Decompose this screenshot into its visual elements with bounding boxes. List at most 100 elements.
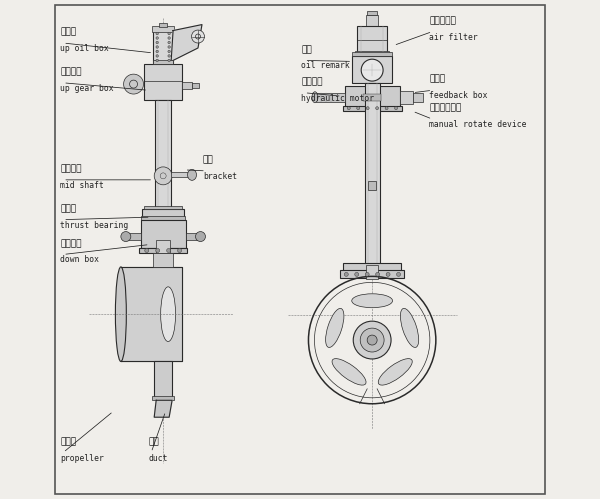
Text: 导管: 导管: [148, 437, 159, 446]
Circle shape: [167, 249, 170, 252]
Circle shape: [344, 272, 348, 276]
Text: propeller: propeller: [60, 454, 104, 463]
Circle shape: [124, 74, 143, 94]
Bar: [142, 209, 184, 217]
Text: manual rotate device: manual rotate device: [430, 120, 527, 129]
Bar: [413, 93, 424, 102]
Circle shape: [145, 249, 149, 252]
Circle shape: [121, 232, 131, 242]
Text: air filter: air filter: [430, 32, 478, 41]
Circle shape: [156, 32, 158, 35]
Bar: [145, 64, 182, 100]
Text: up gear box: up gear box: [60, 84, 114, 93]
Ellipse shape: [188, 169, 196, 180]
Bar: [141, 216, 185, 220]
Text: bracket: bracket: [203, 172, 237, 181]
Bar: [345, 86, 400, 107]
Text: down box: down box: [60, 255, 99, 264]
Bar: [139, 248, 187, 253]
Circle shape: [156, 46, 158, 48]
Bar: [152, 396, 174, 400]
Circle shape: [154, 167, 172, 185]
Bar: [185, 233, 199, 240]
Circle shape: [168, 55, 170, 57]
Circle shape: [156, 59, 158, 62]
Circle shape: [347, 107, 350, 110]
Ellipse shape: [352, 294, 392, 308]
Text: 上齿轮筱: 上齿轮筱: [60, 67, 82, 76]
Bar: [153, 60, 173, 64]
Polygon shape: [121, 267, 182, 361]
Text: 反馈筱: 反馈筱: [430, 75, 446, 84]
Circle shape: [357, 107, 360, 110]
Bar: [152, 25, 174, 31]
Circle shape: [156, 50, 158, 53]
Text: 液压马达: 液压马达: [301, 77, 323, 86]
Text: oil remark: oil remark: [301, 61, 350, 70]
Circle shape: [168, 59, 170, 62]
Bar: [316, 93, 345, 102]
Bar: [144, 206, 182, 209]
Bar: [192, 83, 199, 88]
Bar: [141, 220, 185, 248]
Circle shape: [376, 272, 380, 276]
Text: duct: duct: [148, 454, 168, 463]
Bar: [127, 233, 141, 240]
Bar: [171, 172, 191, 177]
Text: 推力夹: 推力夹: [60, 204, 76, 213]
Bar: [352, 56, 392, 83]
Circle shape: [168, 32, 170, 35]
Bar: [343, 263, 401, 272]
Circle shape: [155, 249, 160, 252]
Bar: [155, 100, 171, 250]
Text: 油标: 油标: [301, 45, 312, 54]
Bar: [355, 51, 389, 56]
Bar: [365, 83, 380, 264]
Circle shape: [168, 50, 170, 53]
Circle shape: [156, 55, 158, 57]
Circle shape: [191, 30, 205, 43]
Circle shape: [196, 232, 205, 242]
Polygon shape: [154, 400, 172, 417]
Bar: [352, 52, 392, 56]
Ellipse shape: [400, 308, 419, 347]
Circle shape: [376, 107, 379, 110]
Circle shape: [365, 272, 369, 276]
Bar: [182, 82, 192, 89]
Ellipse shape: [326, 308, 344, 347]
Ellipse shape: [115, 267, 127, 361]
Bar: [154, 361, 172, 399]
Circle shape: [385, 107, 388, 110]
Circle shape: [366, 107, 369, 110]
Bar: [340, 270, 404, 278]
Bar: [366, 14, 378, 25]
Ellipse shape: [378, 359, 412, 385]
Circle shape: [355, 272, 359, 276]
Text: 中间立柱: 中间立柱: [60, 164, 82, 173]
Bar: [400, 91, 413, 104]
Circle shape: [353, 321, 391, 359]
Ellipse shape: [161, 287, 176, 341]
Text: 支架: 支架: [203, 155, 214, 164]
Circle shape: [386, 272, 390, 276]
Bar: [366, 265, 378, 279]
Text: 手动转船机构: 手动转船机构: [430, 104, 461, 113]
Text: thrust bearing: thrust bearing: [60, 221, 128, 230]
Circle shape: [361, 59, 383, 81]
Bar: [357, 25, 387, 53]
Polygon shape: [171, 24, 202, 61]
Circle shape: [168, 41, 170, 44]
Bar: [153, 30, 173, 63]
Text: 上油筱: 上油筱: [60, 27, 76, 36]
Bar: [156, 240, 170, 253]
Text: up oil box: up oil box: [60, 44, 109, 53]
Text: 螺旋桨: 螺旋桨: [60, 437, 76, 446]
Circle shape: [168, 46, 170, 48]
Bar: [368, 181, 376, 190]
Bar: [343, 106, 401, 111]
Circle shape: [156, 41, 158, 44]
Bar: [367, 10, 377, 14]
Circle shape: [360, 328, 384, 352]
Bar: [363, 94, 381, 101]
Text: hydraulic motor: hydraulic motor: [301, 94, 374, 103]
